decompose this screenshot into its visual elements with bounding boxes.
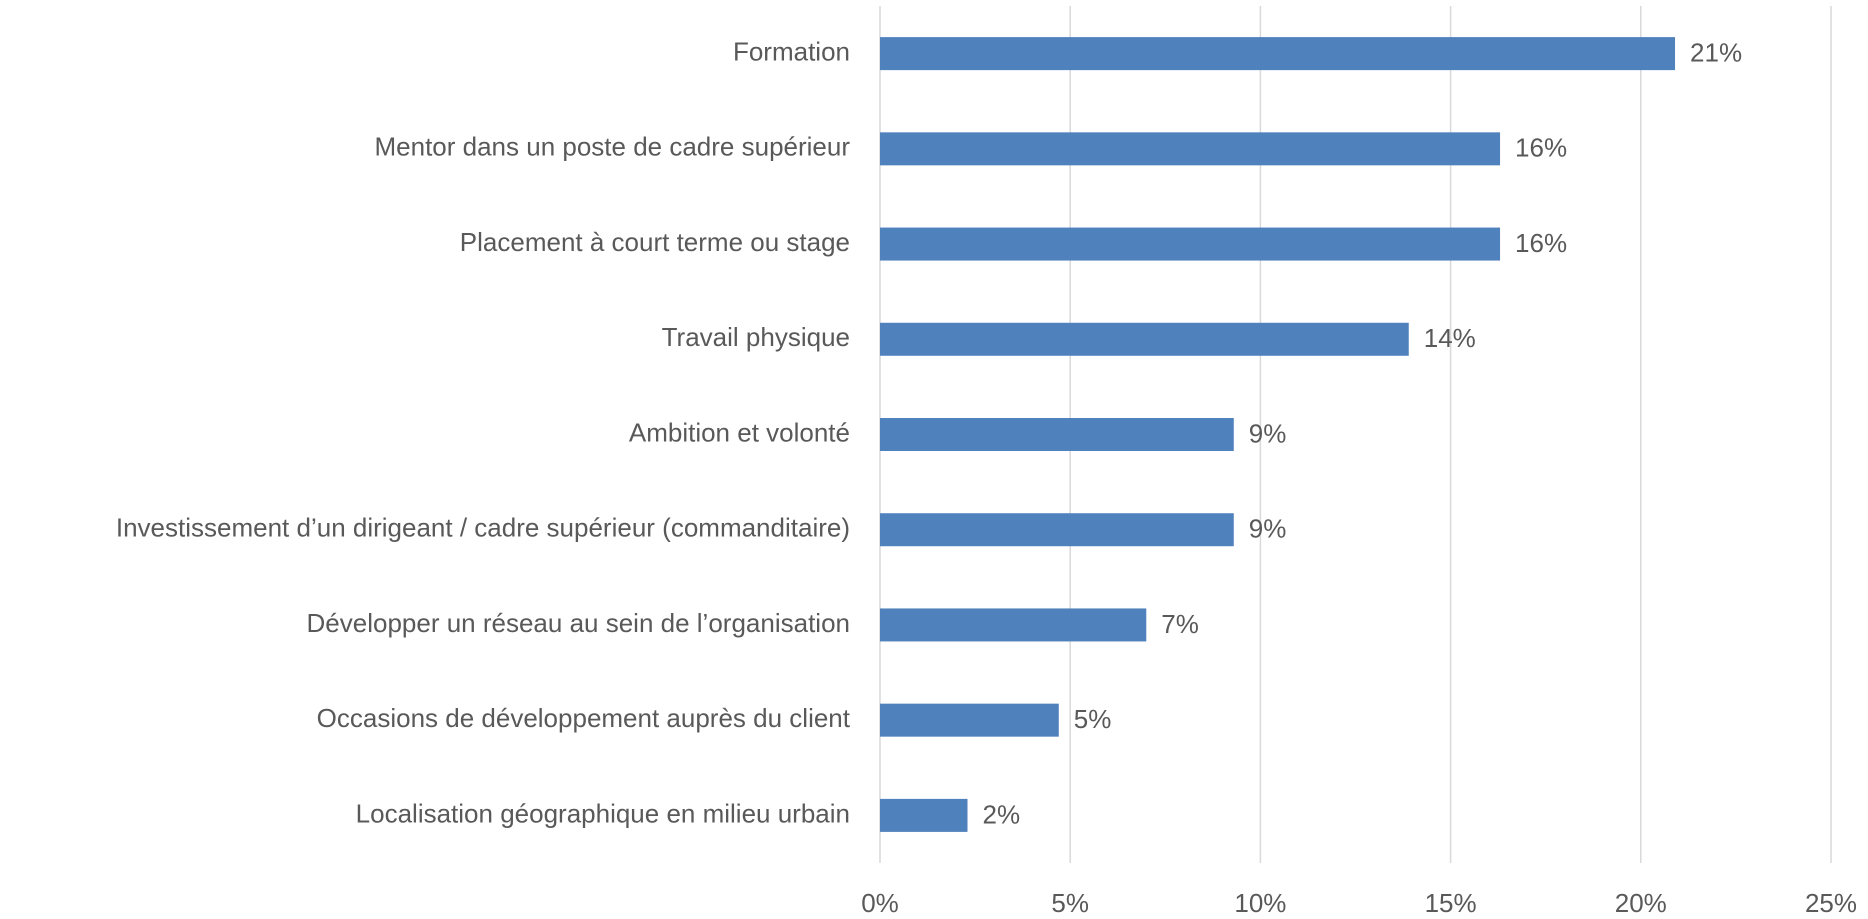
data-label: 2%: [982, 799, 1020, 829]
y-tick-label: Travail physique: [662, 322, 850, 352]
x-tick-label: 20%: [1615, 888, 1667, 918]
bar: [880, 608, 1147, 642]
data-label: 9%: [1249, 418, 1287, 448]
bar: [880, 798, 968, 832]
x-tick-label: 5%: [1051, 888, 1089, 918]
x-tick-label: 25%: [1805, 888, 1857, 918]
y-tick-label: Investissement d’un dirigeant / cadre su…: [116, 513, 850, 543]
bar: [880, 132, 1501, 166]
bar: [880, 418, 1234, 451]
y-tick-label: Occasions de développement auprès du cli…: [317, 703, 851, 733]
data-label: 7%: [1161, 609, 1199, 639]
y-tick-label: Mentor dans un poste de cadre supérieur: [374, 132, 850, 162]
data-label: 14%: [1424, 323, 1476, 353]
bar: [880, 322, 1409, 356]
y-tick-label: Localisation géographique en milieu urba…: [356, 798, 850, 828]
y-tick-label: Placement à court terme ou stage: [460, 227, 850, 257]
data-label: 9%: [1249, 514, 1287, 544]
x-tick-label: 15%: [1425, 888, 1477, 918]
y-tick-label: Développer un réseau au sein de l’organi…: [307, 608, 850, 638]
bar: [880, 37, 1676, 71]
data-label: 5%: [1074, 704, 1112, 734]
bar: [880, 227, 1501, 261]
bar: [880, 703, 1059, 737]
data-label: 16%: [1515, 133, 1567, 163]
y-tick-label: Formation: [733, 36, 850, 66]
data-label: 21%: [1690, 37, 1742, 67]
y-tick-label: Ambition et volonté: [629, 417, 850, 447]
x-tick-label: 10%: [1234, 888, 1286, 918]
x-tick-label: 0%: [861, 888, 899, 918]
bar: [880, 513, 1234, 547]
data-label: 16%: [1515, 228, 1567, 258]
